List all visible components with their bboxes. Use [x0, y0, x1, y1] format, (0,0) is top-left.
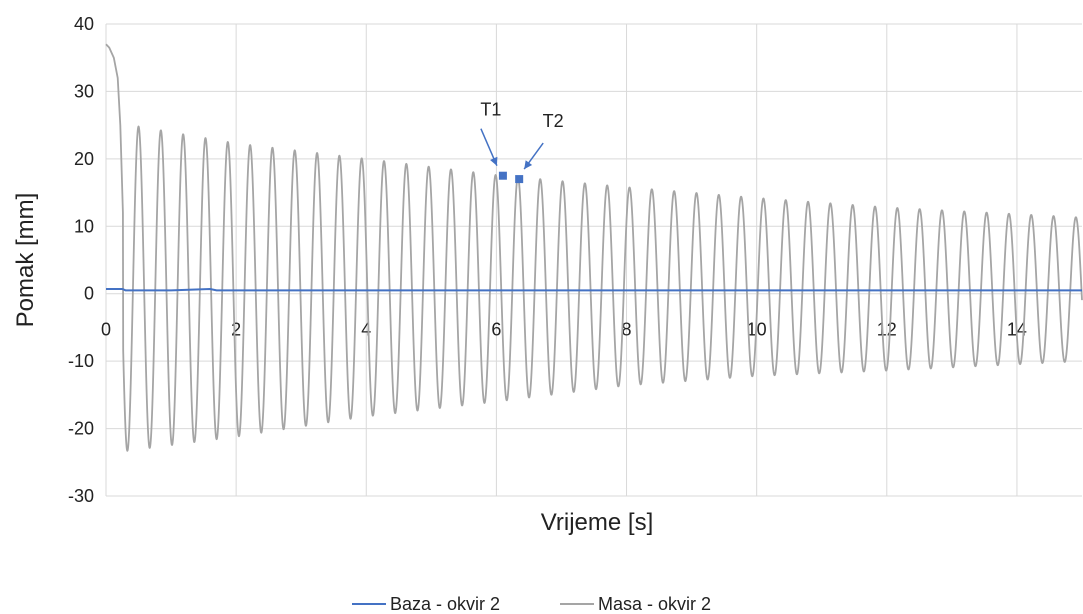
- x-tick-labels: 0 2 4 6 8 10 12 14: [101, 320, 1027, 340]
- arrowhead-t1: [490, 156, 498, 166]
- x-tick-label: 2: [231, 320, 241, 340]
- y-tick-label: 20: [74, 149, 94, 169]
- grid-lines: [105, 23, 1082, 497]
- y-tick-label: -10: [68, 351, 94, 371]
- marker-t2: [515, 175, 524, 184]
- annotation-label-t1: T1: [480, 100, 501, 120]
- y-tick-label: 40: [74, 14, 94, 34]
- legend: Baza - okvir 2 Masa - okvir 2: [352, 594, 711, 614]
- y-tick-labels: 40 30 20 10 0 -10 -20 -30: [68, 14, 94, 506]
- y-tick-label: -30: [68, 486, 94, 506]
- y-tick-label: 0: [84, 284, 94, 304]
- legend-label-masa: Masa - okvir 2: [598, 594, 711, 614]
- annotations: T1 T2: [480, 100, 564, 184]
- x-tick-label: 4: [361, 320, 371, 340]
- y-tick-label: 10: [74, 216, 94, 236]
- x-axis-title: Vrijeme [s]: [541, 509, 653, 536]
- series-line-masa: [105, 43, 1083, 452]
- y-tick-label: -20: [68, 419, 94, 439]
- y-tick-label: 30: [74, 81, 94, 101]
- legend-label-baza: Baza - okvir 2: [390, 594, 500, 614]
- plot-area: [105, 43, 1083, 452]
- arrowhead-t2: [524, 160, 533, 170]
- x-tick-label: 12: [877, 320, 897, 340]
- marker-t1: [498, 171, 507, 180]
- y-axis-title: Pomak [mm]: [12, 193, 39, 328]
- x-tick-label: 8: [622, 320, 632, 340]
- annotation-label-t2: T2: [543, 111, 564, 131]
- x-tick-label: 6: [491, 320, 501, 340]
- x-tick-label: 0: [101, 320, 111, 340]
- series-line-baza: [106, 287, 1082, 292]
